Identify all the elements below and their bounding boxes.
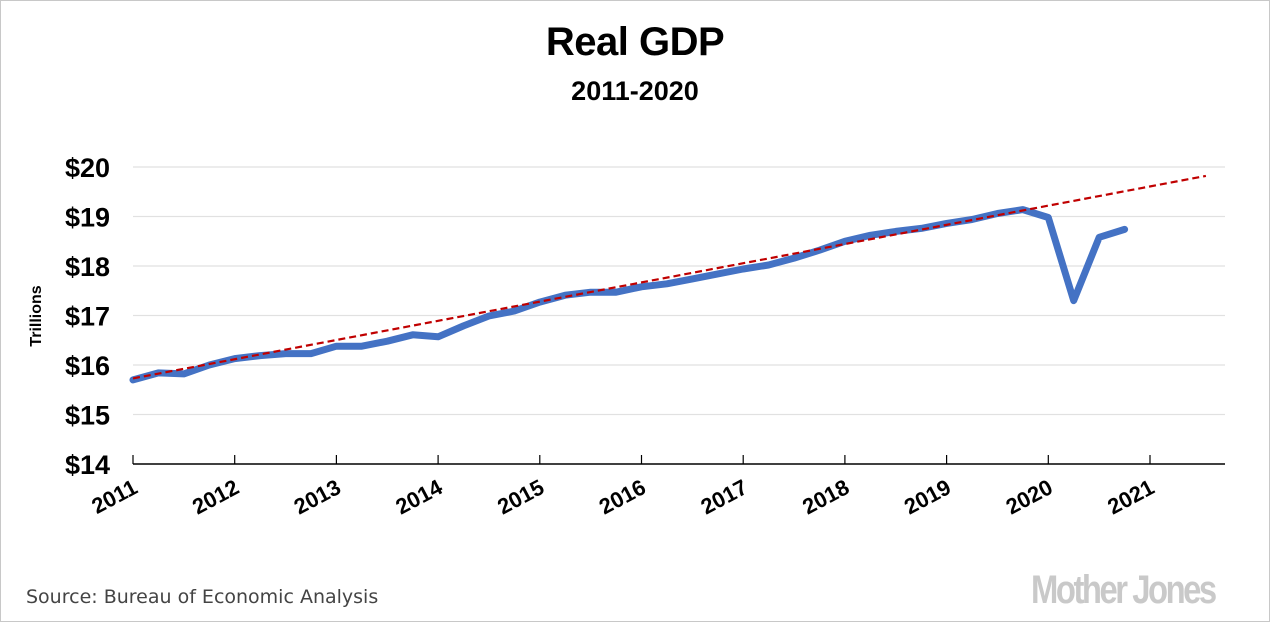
x-tick-label: 2011 (87, 474, 141, 518)
x-tick-label: 2016 (595, 474, 650, 519)
y-tick-label: $19 (65, 203, 110, 233)
y-axis-tick-labels: $20 $19 $18 $17 $16 $15 $14 (65, 153, 110, 480)
y-tick-label: $17 (65, 302, 110, 332)
x-axis-tick-labels: 2011 2012 2013 2014 2015 2016 2017 2018 2019 2020… (87, 474, 1158, 519)
x-tick-label: 2014 (391, 474, 447, 519)
x-tick-label: 2013 (290, 474, 345, 519)
mother-jones-logo: Mother Jones (1031, 568, 1217, 612)
y-axis-label: Trillions (28, 285, 45, 346)
x-tick-label: 2019 (900, 474, 955, 519)
y-tick-label: $16 (65, 351, 110, 381)
y-tick-label: $20 (65, 153, 110, 183)
y-tick-label: $15 (65, 401, 110, 431)
series-group (129, 174, 1207, 384)
x-tick-label: 2017 (697, 474, 752, 519)
chart-title: Real GDP (545, 20, 725, 64)
chart-subtitle: 2011-2020 (571, 76, 699, 106)
source-note: Source: Bureau of Economic Analysis (26, 586, 379, 608)
y-tick-label: $18 (65, 252, 110, 282)
trend-line (132, 174, 1207, 380)
x-tick-label: 2015 (493, 474, 548, 519)
x-axis (132, 455, 1225, 465)
gdp-series-line (129, 206, 1129, 384)
x-tick-label: 2020 (1002, 474, 1057, 519)
x-tick-label: 2018 (798, 474, 853, 519)
x-tick-label: 2012 (188, 474, 243, 519)
y-tick-label: $14 (65, 450, 110, 480)
gridlines (133, 166, 1225, 416)
x-tick-label: 2021 (1103, 474, 1158, 519)
